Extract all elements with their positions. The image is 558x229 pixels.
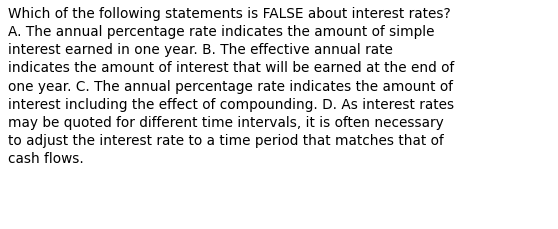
- Text: Which of the following statements is FALSE about interest​ rates?
A. The annual : Which of the following statements is FAL…: [8, 7, 454, 166]
